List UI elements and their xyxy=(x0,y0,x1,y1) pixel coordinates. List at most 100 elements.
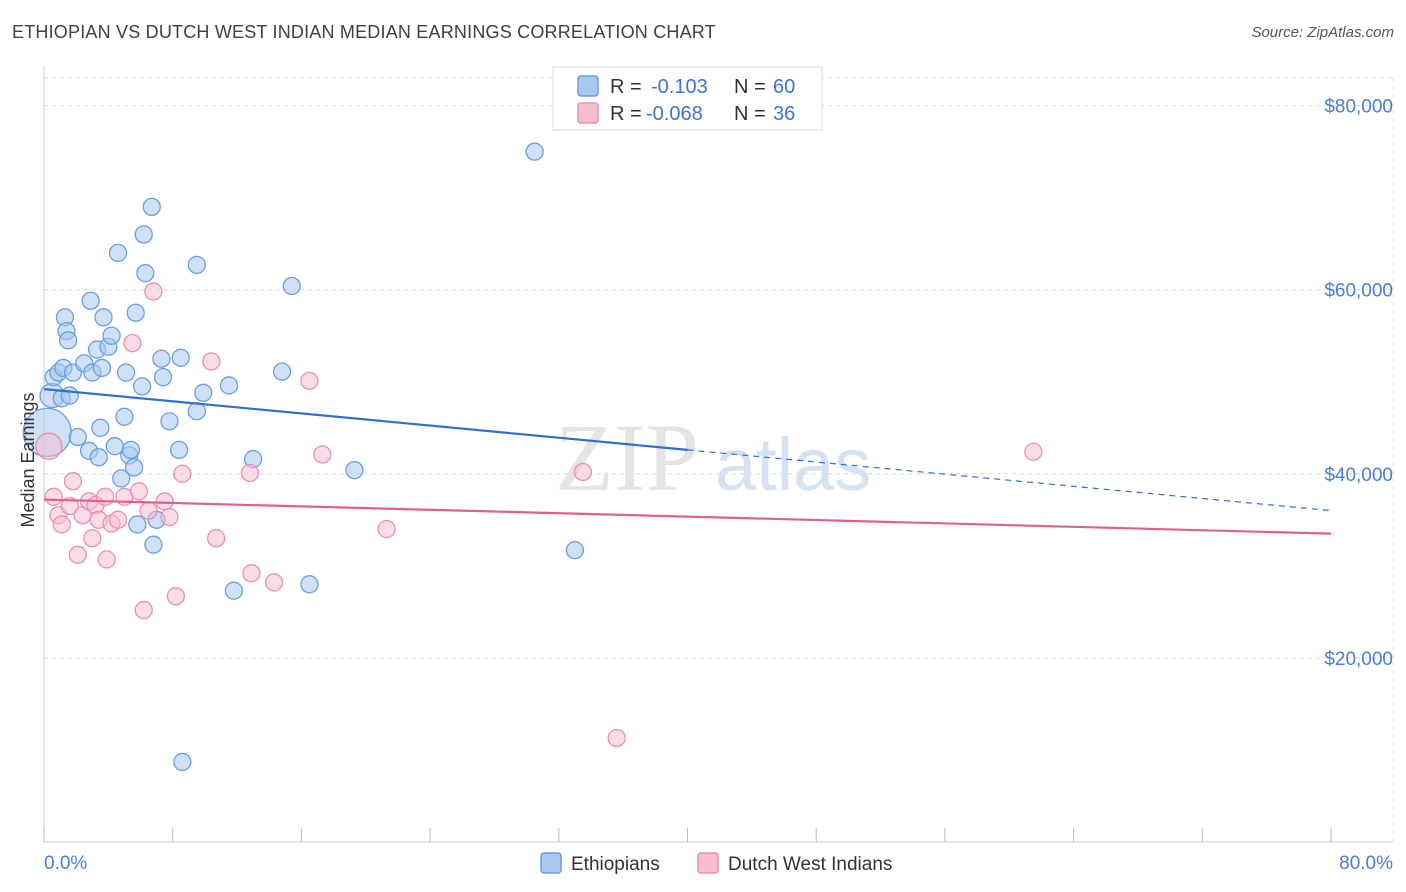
legend-r-value-1: -0.103 xyxy=(651,76,708,98)
ethiopian-point-30 xyxy=(124,458,144,477)
y-axis-label: Median Earnings xyxy=(18,392,38,527)
ethiopian-point-20 xyxy=(92,358,112,378)
legend-n-label-2: N = xyxy=(734,103,766,125)
y-tick-label-3: $80,000 xyxy=(1324,97,1393,118)
ethiopian-point-8 xyxy=(58,331,78,350)
ethiopian-point-39 xyxy=(152,349,171,368)
dutch-west-indian-point-28 xyxy=(240,463,260,483)
trend-lines xyxy=(43,388,1332,535)
legend-r-label-1: R = xyxy=(610,76,642,98)
ethiopian-trend-extension xyxy=(687,449,1332,512)
dutch-west-indian-point-24 xyxy=(166,587,186,606)
dutch-west-indian-point-34 xyxy=(573,462,593,482)
dutch-west-indian-point-5 xyxy=(63,472,83,491)
chart-title: ETHIOPIAN VS DUTCH WEST INDIAN MEDIAN EA… xyxy=(12,22,716,42)
y-tick-label-0: $20,000 xyxy=(1324,649,1393,670)
legend-label-ethiopians: Ethiopians xyxy=(571,854,660,875)
correlation-legend: R = -0.103 N = 60 R = -0.068 N = 36 xyxy=(552,66,823,131)
dutch-west-indian-point-27 xyxy=(206,529,226,548)
ethiopian-point-26 xyxy=(115,407,134,426)
dutch-west-indian-point-26 xyxy=(202,352,221,371)
data-points xyxy=(22,142,1043,772)
dutch-west-indian-point-33 xyxy=(377,519,396,539)
legend-swatch-dutch-west-indians xyxy=(697,852,719,874)
ethiopian-point-37 xyxy=(144,535,163,554)
dutch-west-indian-point-3 xyxy=(52,515,71,534)
dutch-west-indian-point-19 xyxy=(134,600,153,620)
dutch-west-indian-trend-line xyxy=(43,498,1332,535)
legend-r-value-2: -0.068 xyxy=(646,103,703,125)
ethiopian-point-44 xyxy=(173,752,192,772)
x-axis-max-label: 80.0% xyxy=(1339,853,1393,874)
ethiopian-point-18 xyxy=(91,418,110,437)
dutch-west-indian-point-18 xyxy=(129,482,149,501)
ethiopian-point-9 xyxy=(60,386,79,405)
ethiopian-point-25 xyxy=(112,469,131,488)
ethiopian-point-56 xyxy=(565,541,585,560)
dutch-west-indian-point-32 xyxy=(313,445,332,464)
dutch-west-indian-point-21 xyxy=(144,282,163,301)
y-tick-label-1: $40,000 xyxy=(1324,465,1393,486)
dutch-west-indian-point-17 xyxy=(123,333,142,353)
dutch-west-indian-point-9 xyxy=(83,529,102,548)
ethiopian-point-47 xyxy=(194,383,213,402)
legend-n-value-2: 36 xyxy=(773,103,795,125)
dutch-west-indian-point-23 xyxy=(160,507,179,527)
ethiopian-point-19 xyxy=(94,308,113,327)
ethiopian-point-14 xyxy=(81,291,100,310)
watermark-atlas: atlas xyxy=(715,423,871,506)
ethiopian-point-51 xyxy=(272,362,292,381)
dutch-west-indian-point-1 xyxy=(44,487,63,506)
ethiopian-point-11 xyxy=(68,427,87,447)
ethiopian-point-45 xyxy=(187,402,206,421)
ethiopian-point-29 xyxy=(121,440,141,460)
ethiopian-point-35 xyxy=(136,263,155,283)
dutch-west-indian-point-22 xyxy=(155,492,174,511)
source-credit: Source: ZipAtlas.com xyxy=(1251,24,1394,41)
ethiopian-point-49 xyxy=(224,581,243,600)
ethiopian-point-54 xyxy=(345,460,364,480)
ethiopian-point-41 xyxy=(160,412,179,431)
legend-label-dutch-west-indians: Dutch West Indians xyxy=(728,854,892,875)
ethiopian-point-48 xyxy=(219,376,239,395)
ethiopian-point-22 xyxy=(102,326,121,345)
dutch-west-indian-point-15 xyxy=(108,510,128,529)
ethiopian-point-55 xyxy=(525,142,544,161)
legend-n-label-1: N = xyxy=(734,76,766,98)
legend-swatch-blue xyxy=(577,75,599,97)
dutch-west-indian-point-13 xyxy=(97,550,116,569)
ethiopian-point-24 xyxy=(108,243,128,263)
ethiopian-trend-line xyxy=(43,388,688,451)
legend-r-label-2: R = xyxy=(610,103,642,125)
watermark-zip: ZIP xyxy=(555,404,699,511)
series-legend: Ethiopians Dutch West Indians xyxy=(540,852,892,875)
dutch-west-indian-point-36 xyxy=(1024,442,1043,461)
tick-labels: $20,000 $40,000 $60,000 $80,000 xyxy=(1324,97,1393,670)
dutch-west-indian-point-0 xyxy=(35,432,63,460)
legend-swatch-pink xyxy=(577,102,599,124)
ethiopian-point-40 xyxy=(153,368,173,387)
ethiopian-point-46 xyxy=(187,255,206,275)
ethiopian-point-17 xyxy=(89,448,108,467)
ethiopian-point-27 xyxy=(116,363,136,382)
x-axis-min-label: 0.0% xyxy=(44,853,87,874)
ethiopian-point-33 xyxy=(132,377,152,396)
y-tick-label-2: $60,000 xyxy=(1324,281,1393,302)
dutch-west-indian-point-29 xyxy=(242,564,261,583)
ethiopian-point-53 xyxy=(300,575,319,594)
dutch-west-indian-point-20 xyxy=(139,501,158,520)
dutch-west-indian-point-25 xyxy=(173,464,192,483)
dutch-west-indian-point-4 xyxy=(60,496,79,516)
ethiopian-point-31 xyxy=(126,303,145,322)
ethiopian-point-43 xyxy=(171,348,190,367)
dutch-west-indian-point-12 xyxy=(95,487,115,506)
dutch-west-indian-point-30 xyxy=(264,573,284,592)
ethiopian-point-34 xyxy=(134,225,153,244)
ethiopian-point-32 xyxy=(128,515,147,534)
ethiopian-point-52 xyxy=(282,276,301,296)
dutch-west-indian-point-6 xyxy=(68,545,87,564)
legend-n-value-1: 60 xyxy=(773,76,795,98)
dutch-west-indian-point-31 xyxy=(300,371,319,390)
legend-swatch-ethiopians xyxy=(540,852,562,874)
